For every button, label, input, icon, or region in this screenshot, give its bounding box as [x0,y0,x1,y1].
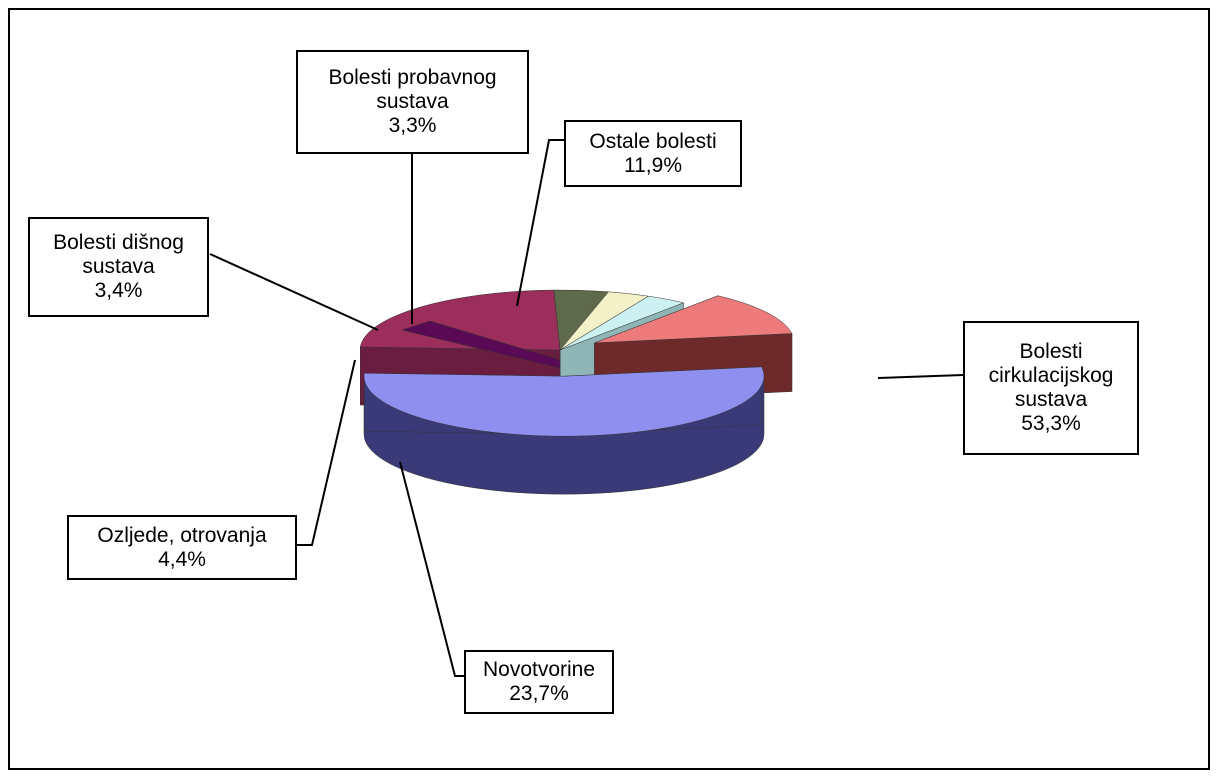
label-value: 53,3% [1021,412,1081,435]
leader-line-2 [297,359,356,546]
label-disnog: Bolesti dišnog sustava 3,4% [28,217,209,317]
label-line: Bolesti probavnog [328,66,497,89]
label-line: Ostale bolesti [589,129,717,153]
leader-line-3 [209,253,379,331]
slice-4 [559,295,685,351]
label-ostale: Ostale bolesti 11,9% [564,120,742,187]
label-value: 4,4% [158,547,206,571]
slice-5 [594,295,793,344]
label-line: Novotvorine [482,658,596,681]
label-line: Bolesti [1019,340,1083,363]
label-value: 23,7% [509,682,569,705]
label-line: Bolesti dišnog [53,231,184,254]
label-value: 3,4% [94,279,143,302]
label-probavnog: Bolesti probavnog sustava 3,3% [296,50,529,154]
label-value: 11,9% [624,153,682,177]
label-line: sustava [376,90,449,113]
slice-extra [401,320,561,369]
leader-line-1 [399,461,464,677]
label-cirkulacijskog: Bolesti cirkulacijskog sustava 53,3% [963,321,1139,455]
label-value: 3,3% [388,114,437,137]
label-line: sustava [1014,388,1088,411]
label-novotvorine: Novotvorine 23,7% [464,650,614,714]
leader-line-0 [877,374,964,379]
slice-0 [363,366,765,437]
label-ozljede: Ozljede, otrovanja 4,4% [67,515,297,580]
leader-lines [209,139,964,677]
pie-slices [359,289,793,495]
label-line: cirkulacijskog [988,364,1114,387]
label-line: sustava [82,255,155,278]
leader-line-5 [516,139,564,307]
label-line: Ozljede, otrovanja [97,523,267,547]
